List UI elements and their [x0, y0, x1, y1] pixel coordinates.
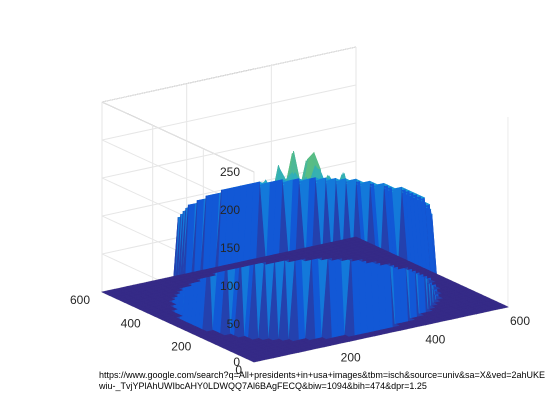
grid-line-z-back [101, 84, 357, 141]
grid-line-z-back [101, 122, 357, 179]
surface-mesh [101, 151, 509, 363]
grid-line-z-back [101, 46, 357, 103]
z-tick-label: 200 [220, 203, 240, 217]
y-tick-label: 600 [70, 293, 90, 307]
z-tick-label: 0 [233, 355, 240, 369]
z-tick-label: 250 [220, 165, 240, 179]
source-url-annotation: https://www.google.com/search?q=All+pres… [99, 370, 546, 391]
grid-line-z-left [101, 101, 255, 173]
tick-labels: 0 50 100 150 200 250 0 200 400 600 200 400 600 [70, 165, 530, 377]
z-tick-label: 50 [227, 317, 241, 331]
x-tick-label: 400 [425, 332, 445, 346]
z-tick-label: 150 [220, 241, 240, 255]
surface-facet [101, 290, 114, 295]
y-tick-label: 400 [121, 316, 141, 330]
x-tick-label: 200 [341, 351, 361, 365]
x-tick-label: 600 [510, 314, 530, 328]
y-tick-label: 0 [235, 363, 242, 377]
y-tick-label: 200 [171, 340, 191, 354]
z-tick-label: 100 [220, 279, 240, 293]
